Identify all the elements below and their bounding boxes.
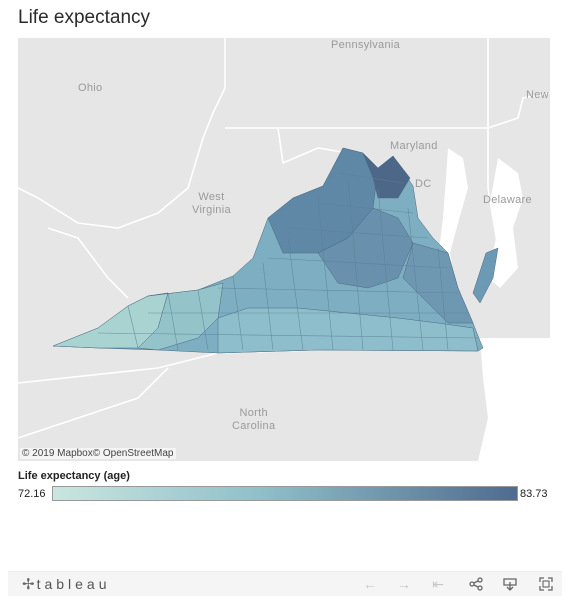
map-label-maryland: Maryland [390,140,438,152]
revert-icon: ⇤ [432,575,444,592]
download-button[interactable] [500,574,520,594]
tableau-toolbar: ✢ tableau ← → ⇤ [8,571,562,596]
revert-button[interactable]: ⇤ [428,574,448,594]
arrow-right-icon: → [397,576,411,592]
share-button[interactable] [466,574,486,594]
map-label-pennsylvania: Pennsylvania [331,39,401,51]
map-label-delaware: Delaware [483,194,532,206]
dashboard-title: Life expectancy [18,7,151,28]
legend-title: Life expectancy (age) [18,470,130,482]
fullscreen-button[interactable] [536,574,556,594]
map-label-new: New [526,89,549,101]
legend-color-ramp [52,486,518,501]
virginia-choropleth [52,147,499,354]
tableau-cross-icon: ✢ [22,576,35,593]
map-label-dc: DC [415,178,432,190]
legend-min-value: 72.16 [18,488,46,500]
legend-max-value: 83.73 [520,488,548,500]
download-icon [503,578,517,591]
arrow-left-icon: ← [363,576,377,592]
tableau-logo[interactable]: ✢ tableau [22,575,111,593]
redo-button[interactable]: → [394,574,414,594]
map-label-ohio: Ohio [78,82,103,94]
map-canvas[interactable] [18,38,550,461]
undo-button[interactable]: ← [360,574,380,594]
map-label-north-carolina: North Carolina [232,407,276,432]
map-view[interactable]: Pennsylvania Ohio Maryland New DC West V… [18,38,550,461]
fullscreen-icon [539,577,553,591]
map-label-west-virginia: West Virginia [192,191,231,216]
tableau-logo-text: tableau [36,576,111,592]
map-attribution[interactable]: © 2019 Mapbox© OpenStreetMap [20,448,176,459]
share-icon [469,577,483,591]
